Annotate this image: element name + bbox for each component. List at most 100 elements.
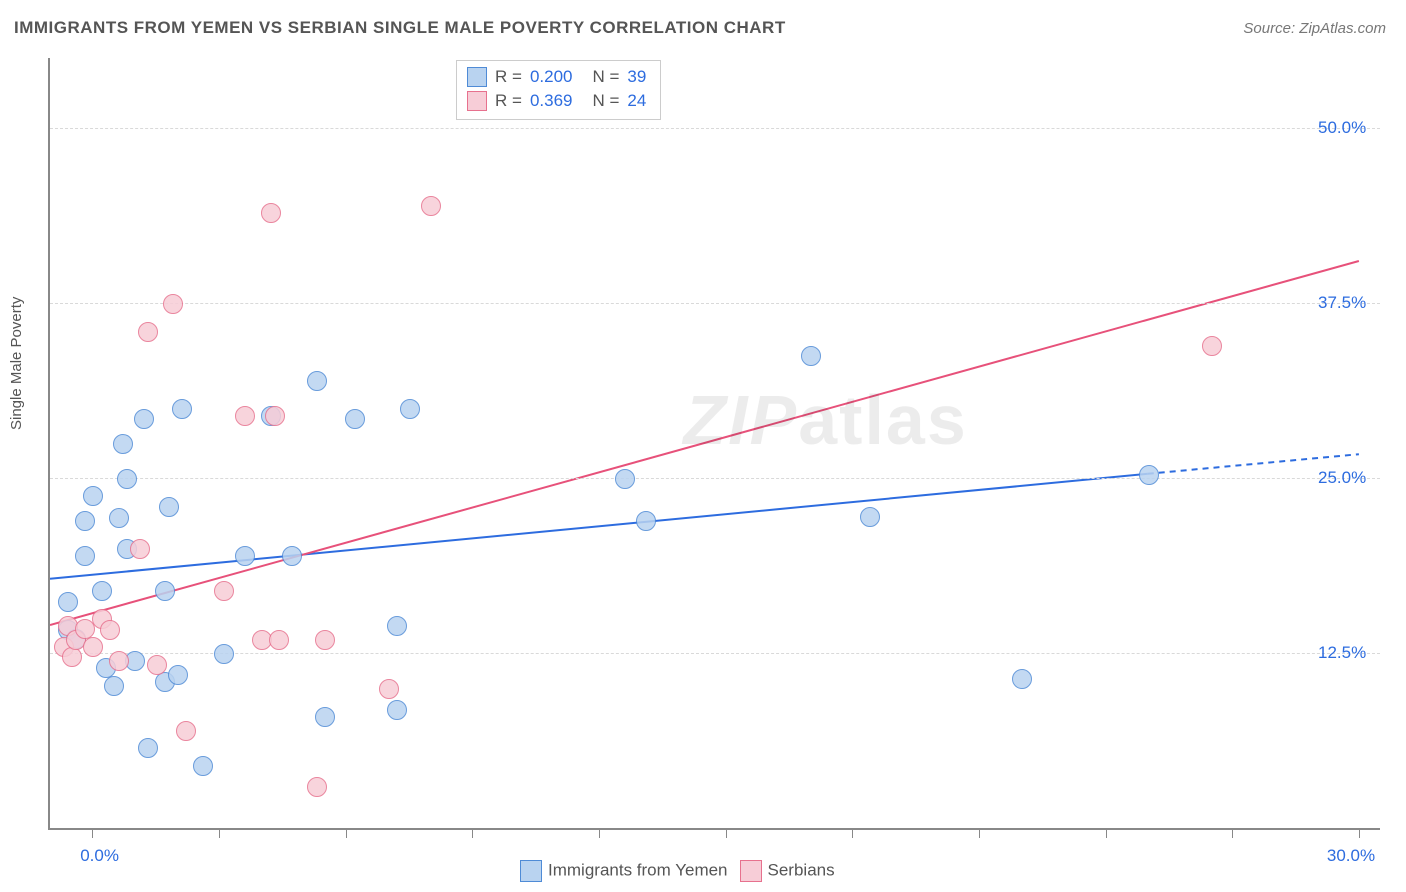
- y-tick-label: 50.0%: [1318, 118, 1366, 138]
- legend-row-serbians: R = 0.369 N = 24: [467, 89, 646, 113]
- trendline-serbians: [50, 261, 1359, 625]
- data-point-yemen: [134, 409, 154, 429]
- data-point-yemen: [282, 546, 302, 566]
- data-point-yemen: [1139, 465, 1159, 485]
- y-tick-label: 37.5%: [1318, 293, 1366, 313]
- source-prefix: Source:: [1243, 20, 1299, 37]
- data-point-yemen: [75, 546, 95, 566]
- data-point-serbians: [62, 647, 82, 667]
- gridline: [50, 303, 1380, 304]
- data-point-yemen: [83, 486, 103, 506]
- data-point-yemen: [92, 581, 112, 601]
- data-point-yemen: [113, 434, 133, 454]
- data-point-yemen: [387, 700, 407, 720]
- legend-label-yemen: Immigrants from Yemen: [548, 860, 728, 879]
- data-point-yemen: [615, 469, 635, 489]
- data-point-serbians: [269, 630, 289, 650]
- data-point-serbians: [315, 630, 335, 650]
- data-point-serbians: [163, 294, 183, 314]
- x-tick: [346, 828, 347, 838]
- legend-item-yemen: Immigrants from Yemen: [520, 860, 728, 882]
- data-point-yemen: [315, 707, 335, 727]
- x-tick-label: 0.0%: [80, 846, 119, 866]
- data-point-serbians: [138, 322, 158, 342]
- y-tick-label: 12.5%: [1318, 643, 1366, 663]
- data-point-yemen: [104, 676, 124, 696]
- data-point-serbians: [307, 777, 327, 797]
- legend-n-value: 24: [627, 89, 646, 113]
- data-point-serbians: [1202, 336, 1222, 356]
- source-link[interactable]: ZipAtlas.com: [1299, 20, 1386, 37]
- legend-r-label: R =: [495, 89, 522, 113]
- x-tick: [852, 828, 853, 838]
- legend-swatch-serbians: [467, 91, 487, 111]
- x-tick: [472, 828, 473, 838]
- data-point-serbians: [109, 651, 129, 671]
- legend-r-label: R =: [495, 65, 522, 89]
- x-tick: [1359, 828, 1360, 838]
- data-point-serbians: [130, 539, 150, 559]
- data-point-serbians: [83, 637, 103, 657]
- data-point-yemen: [109, 508, 129, 528]
- x-tick: [1232, 828, 1233, 838]
- x-tick: [1106, 828, 1107, 838]
- y-tick-label: 25.0%: [1318, 468, 1366, 488]
- legend-n-label: N =: [592, 89, 619, 113]
- legend-swatch-yemen: [520, 860, 542, 882]
- data-point-yemen: [168, 665, 188, 685]
- x-tick: [979, 828, 980, 838]
- chart-title: IMMIGRANTS FROM YEMEN VS SERBIAN SINGLE …: [14, 18, 786, 38]
- gridline: [50, 653, 1380, 654]
- trend-lines-layer: [50, 58, 1380, 828]
- data-point-yemen: [117, 469, 137, 489]
- legend-r-value: 0.200: [530, 65, 573, 89]
- y-axis-label: Single Male Poverty: [8, 297, 25, 430]
- data-point-yemen: [307, 371, 327, 391]
- data-point-yemen: [860, 507, 880, 527]
- data-point-serbians: [176, 721, 196, 741]
- data-point-yemen: [636, 511, 656, 531]
- data-point-yemen: [75, 511, 95, 531]
- data-point-yemen: [58, 592, 78, 612]
- data-point-serbians: [100, 620, 120, 640]
- legend-item-serbians: Serbians: [740, 860, 835, 882]
- data-point-yemen: [235, 546, 255, 566]
- legend-swatch-yemen: [467, 67, 487, 87]
- data-point-yemen: [172, 399, 192, 419]
- legend-series-labels: Immigrants from Yemen Serbians: [520, 860, 835, 882]
- data-point-yemen: [400, 399, 420, 419]
- data-point-yemen: [155, 581, 175, 601]
- legend-label-serbians: Serbians: [768, 860, 835, 879]
- data-point-serbians: [214, 581, 234, 601]
- data-point-serbians: [235, 406, 255, 426]
- data-point-yemen: [801, 346, 821, 366]
- data-point-yemen: [387, 616, 407, 636]
- source-attribution: Source: ZipAtlas.com: [1243, 20, 1386, 37]
- data-point-yemen: [193, 756, 213, 776]
- legend-correlation-box: R = 0.200 N = 39 R = 0.369 N = 24: [456, 60, 661, 120]
- legend-swatch-serbians: [740, 860, 762, 882]
- scatter-plot-area: ZIPatlas: [48, 58, 1380, 830]
- data-point-serbians: [379, 679, 399, 699]
- gridline: [50, 128, 1380, 129]
- trendline-yemen: [50, 474, 1148, 579]
- data-point-yemen: [159, 497, 179, 517]
- data-point-yemen: [214, 644, 234, 664]
- legend-n-value: 39: [627, 65, 646, 89]
- legend-row-yemen: R = 0.200 N = 39: [467, 65, 646, 89]
- legend-n-label: N =: [592, 65, 619, 89]
- data-point-yemen: [1012, 669, 1032, 689]
- x-tick-label: 30.0%: [1327, 846, 1375, 866]
- x-tick: [726, 828, 727, 838]
- x-tick: [92, 828, 93, 838]
- data-point-serbians: [261, 203, 281, 223]
- data-point-yemen: [345, 409, 365, 429]
- legend-r-value: 0.369: [530, 89, 573, 113]
- data-point-serbians: [147, 655, 167, 675]
- data-point-yemen: [138, 738, 158, 758]
- x-tick: [599, 828, 600, 838]
- data-point-serbians: [265, 406, 285, 426]
- gridline: [50, 478, 1380, 479]
- watermark: ZIPatlas: [683, 380, 967, 460]
- x-tick: [219, 828, 220, 838]
